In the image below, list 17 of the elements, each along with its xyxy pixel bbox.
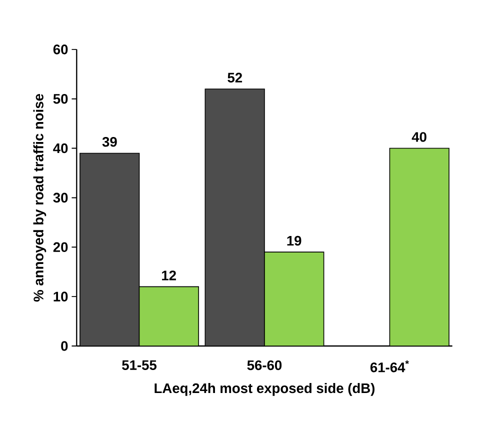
y-tick-label: 40 bbox=[53, 143, 68, 154]
x-tick-label: 61-64$^{*}$ bbox=[370, 360, 409, 372]
y-axis-title: % annoyed by road traffic noise bbox=[33, 94, 46, 302]
x-axis-title: LAeq,24h most exposed side (dB) bbox=[154, 382, 374, 396]
data-label: 52 bbox=[228, 72, 242, 82]
data-label: 40 bbox=[412, 132, 426, 142]
x-tick-label: 56-60 bbox=[247, 360, 282, 370]
x-tick-label: 51-55 bbox=[122, 360, 157, 370]
y-tick-label: 0 bbox=[61, 341, 68, 351]
y-tick-label: 60 bbox=[53, 44, 68, 54]
data-label: 19 bbox=[287, 236, 302, 246]
y-tick-label: 10 bbox=[54, 292, 68, 302]
data-label: 12 bbox=[162, 270, 176, 280]
y-tick-label: 50 bbox=[53, 94, 68, 104]
y-tick-label: 20 bbox=[53, 242, 68, 252]
y-tick-label: 30 bbox=[53, 192, 68, 203]
data-label: 39 bbox=[102, 136, 117, 147]
